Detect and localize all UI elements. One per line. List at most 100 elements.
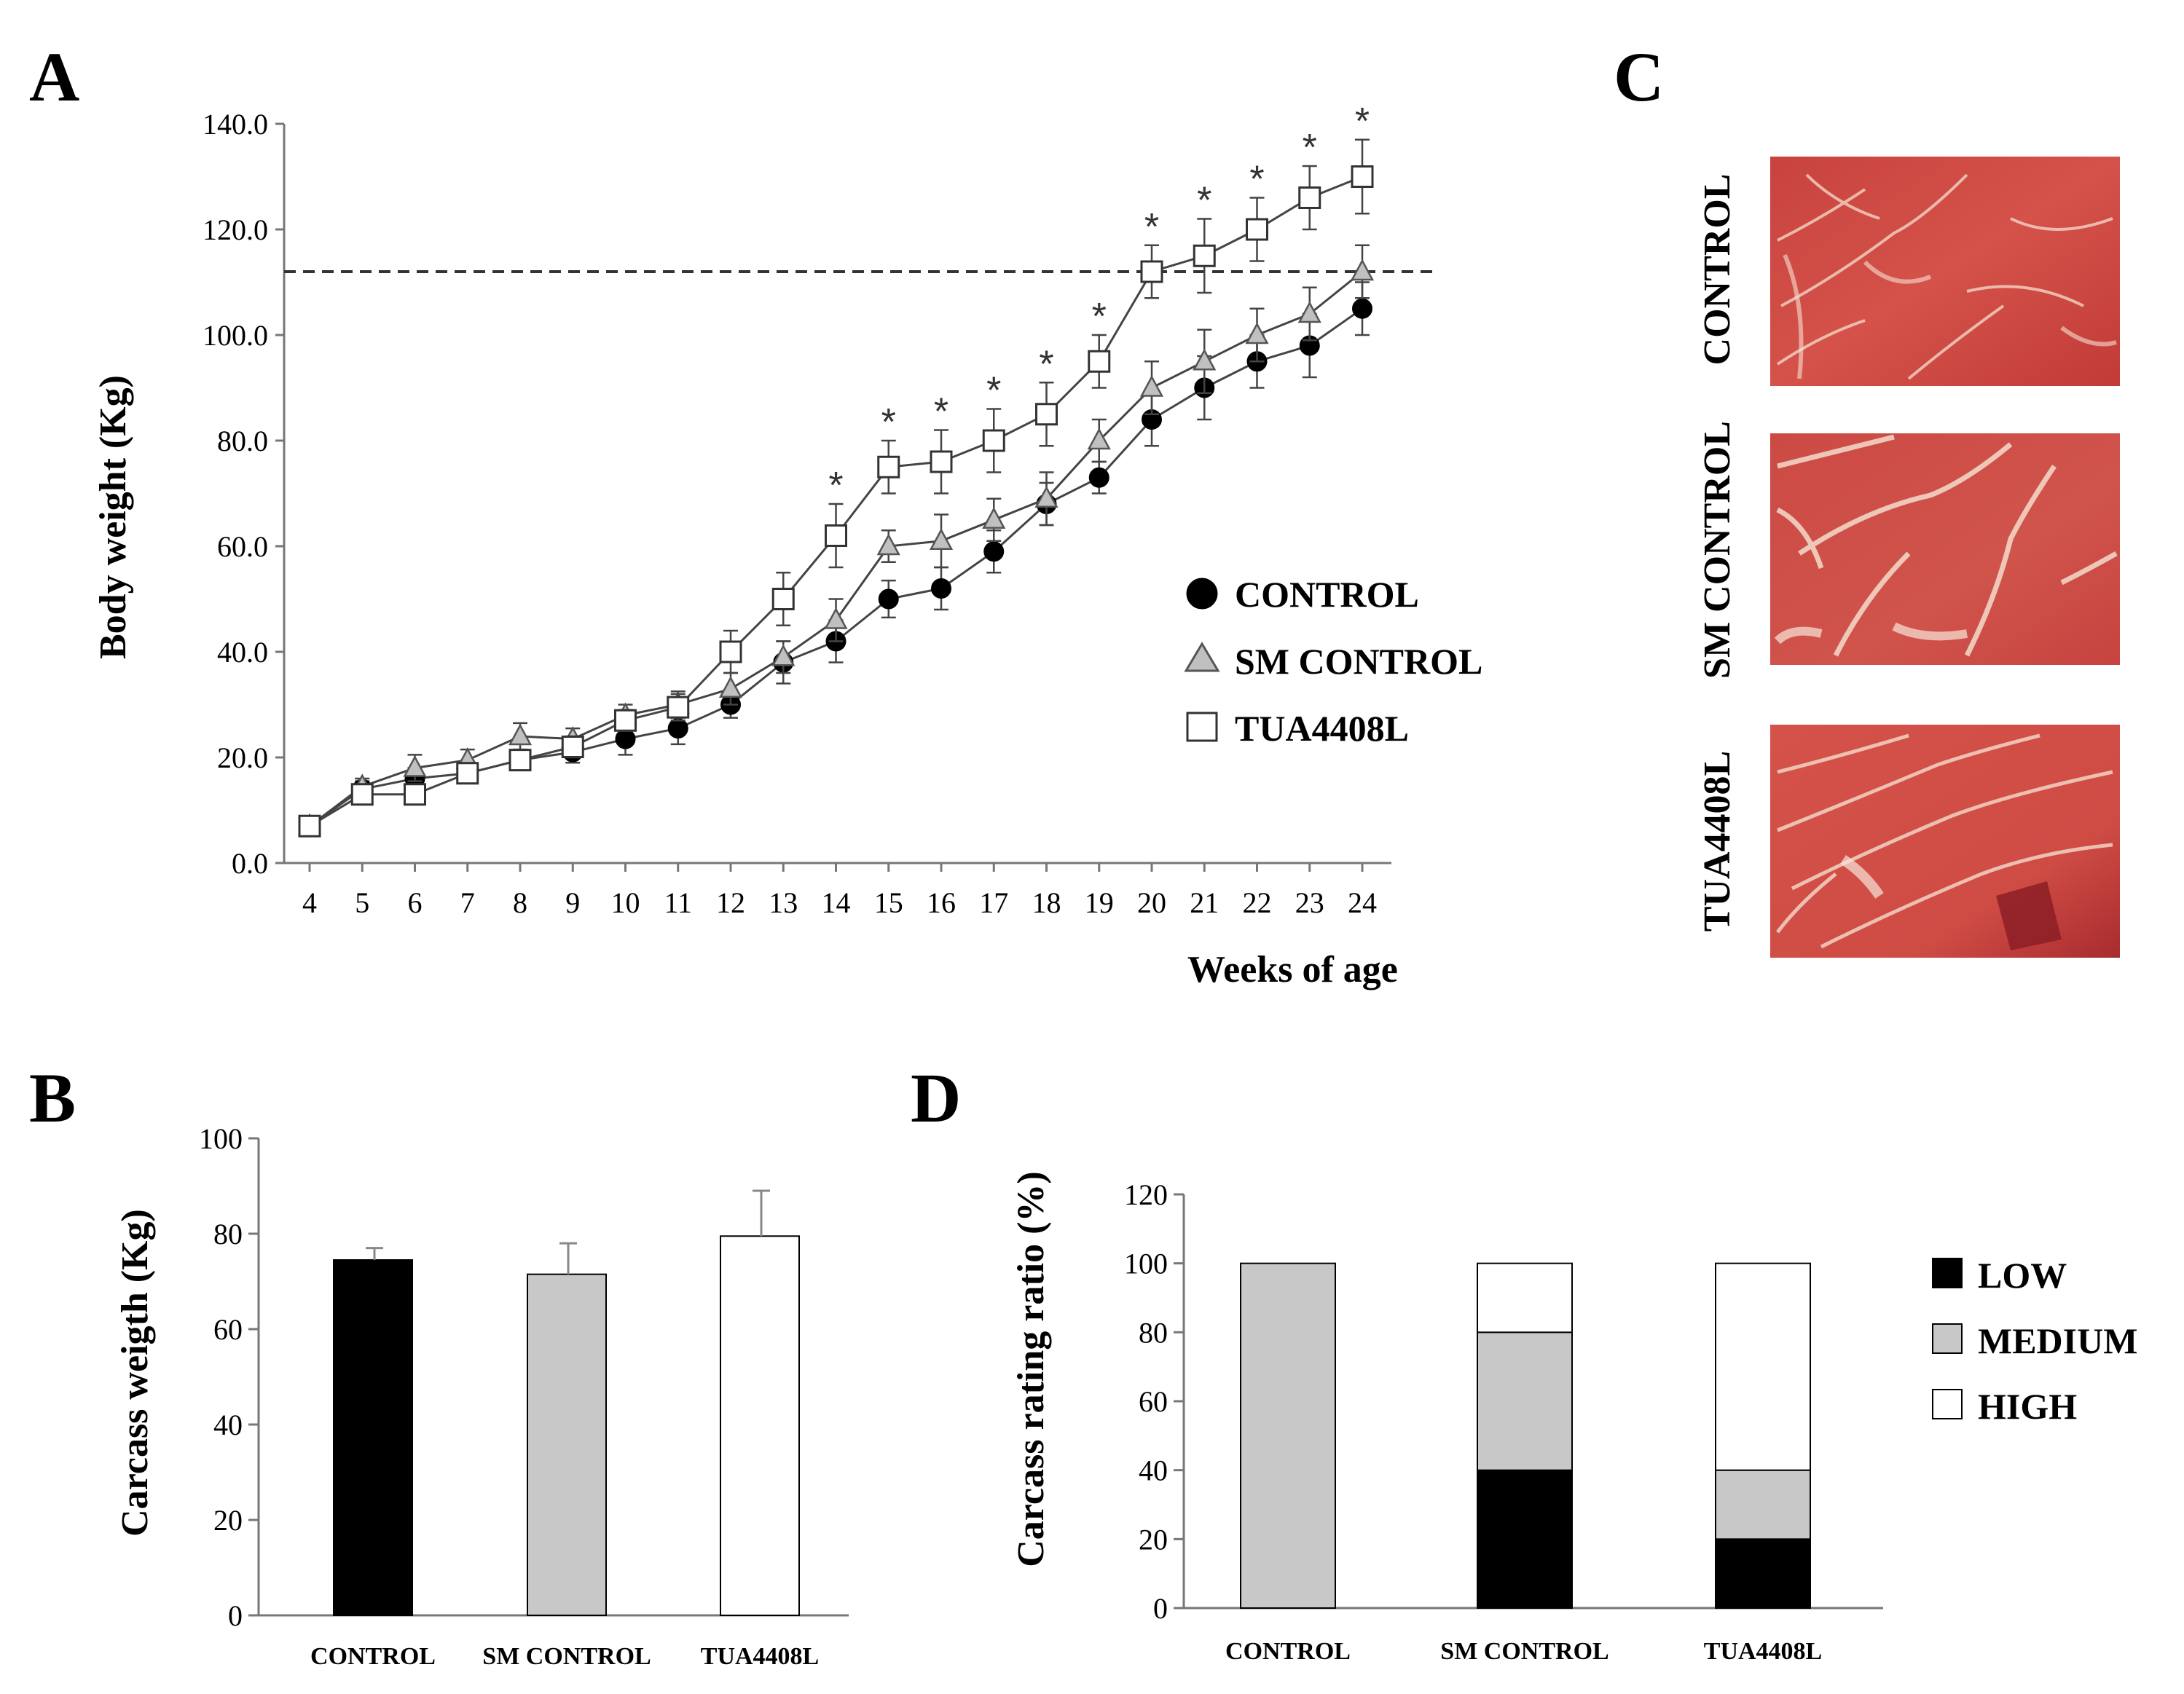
point-sm-control (771, 644, 796, 666)
bar-segment-tua4408l-medium (1715, 1469, 1811, 1540)
chart-d-ytick-label: 80 (1139, 1316, 1168, 1349)
point-tua4408l (456, 762, 479, 785)
point-tua4408l (719, 640, 742, 663)
point-control (615, 728, 636, 749)
chart-d-ytick-label: 60 (1139, 1385, 1168, 1418)
chart-a-xtick-label: 10 (611, 886, 640, 919)
panel-c-meat-photos: CONTROL SM CONTROL TUA4408L (1697, 157, 2120, 958)
category-label-sm-control: SM CONTROL (482, 1643, 651, 1670)
chart-a-ytick-label: 20.0 (217, 741, 268, 774)
chart-d-ytick-label: 20 (1139, 1523, 1168, 1556)
chart-a-ytick-label: 0.0 (232, 847, 268, 880)
chart-a-series (297, 138, 1375, 838)
chart-d-ytick-label: 100 (1124, 1248, 1168, 1280)
legend-high-swatch (1932, 1389, 1963, 1419)
chart-d-ylabel: Carcass rating ratio (%) (1010, 1171, 1052, 1567)
chart-d-ytick-label: 40 (1139, 1454, 1168, 1487)
point-tua4408l (1140, 260, 1163, 283)
point-sm-control (1245, 322, 1269, 344)
point-tua4408l (982, 429, 1005, 452)
significance-star: * (1197, 180, 1211, 222)
chart-b-ytick-label: 0 (228, 1599, 243, 1632)
chart-b-ytick-label: 80 (213, 1218, 243, 1250)
legend-control-label: CONTROL (1235, 574, 1419, 615)
point-tua4408l (614, 709, 637, 732)
category-label-tua4408l: TUA4408L (701, 1643, 819, 1670)
point-tua4408l (1298, 186, 1321, 209)
chart-b-ylabel: Carcass weigth (Kg) (114, 1209, 156, 1537)
point-sm-control (929, 528, 954, 550)
chart-a-xtick-label: 5 (355, 886, 369, 919)
point-tua4408l (1088, 350, 1111, 373)
significance-star: * (1355, 101, 1370, 143)
category-label-control: CONTROL (1225, 1638, 1351, 1665)
chart-d-axes: 0 20 40 60 80 100 120 (1124, 1178, 1883, 1625)
point-tua4408l (561, 736, 584, 758)
point-sm-control (1297, 301, 1321, 323)
bar-tua4408l (720, 1235, 800, 1616)
chart-a-xtick-label: 4 (302, 886, 317, 919)
point-tua4408l (877, 455, 900, 478)
significance-star: * (986, 370, 1001, 412)
chart-a-xtick-label: 12 (716, 886, 745, 919)
category-label-sm-control: SM CONTROL (1440, 1638, 1608, 1665)
significance-star: * (1249, 159, 1264, 201)
legend-control-marker (1186, 578, 1218, 610)
panel-letter-b: B (29, 1059, 76, 1137)
chart-a-xtick-label: 15 (874, 886, 903, 919)
bar-control (333, 1259, 413, 1617)
point-sm-control (1034, 486, 1058, 508)
point-sm-control (508, 723, 533, 746)
chart-b-ytick-label: 40 (213, 1409, 243, 1441)
chart-a-legend: CONTROL SM CONTROL TUA4408L (1184, 574, 1482, 749)
legend-high-label: HIGH (1978, 1386, 2077, 1427)
chart-b-bars: CONTROL SM CONTROL TUA4408L (310, 1189, 819, 1670)
chart-a-xtick-label: 19 (1085, 886, 1114, 919)
chart-d-carcass-rating: 0 20 40 60 80 100 120 CONTROL SM CONTROL TUA4408… (1010, 1171, 2137, 1665)
significance-star: * (1039, 343, 1053, 385)
chart-a-ytick-label: 40.0 (217, 636, 268, 669)
chart-a-xtick-label: 6 (408, 886, 423, 919)
chart-a-ytick-label: 140.0 (203, 108, 268, 141)
category-label-tua4408l: TUA4408L (1704, 1638, 1822, 1665)
point-tua4408l (1351, 165, 1374, 188)
chart-a-xlabel: Weeks of age (1187, 949, 1398, 990)
bar-segment-control-medium (1240, 1262, 1336, 1609)
chart-a-xtick-label: 11 (664, 886, 692, 919)
legend-low-label: LOW (1978, 1255, 2067, 1296)
point-sm-control (1350, 259, 1375, 281)
chart-b-ytick-label: 60 (213, 1313, 243, 1346)
point-tua4408l (930, 450, 953, 473)
photo-control (1770, 157, 2120, 386)
photo-label-tua4408l: TUA4408L (1697, 751, 1738, 931)
photo-tua4408l (1770, 725, 2120, 958)
chart-b-carcass-weight: 0 20 40 60 80 100 CONTROL SM CONTROL TUA4408L C… (114, 1122, 849, 1670)
bar-segment-tua4408l-high (1715, 1262, 1811, 1471)
chart-a-ytick-label: 100.0 (203, 319, 268, 352)
point-control (1352, 298, 1372, 319)
point-tua4408l (298, 814, 321, 838)
chart-a-body-weight: 0.0 20.0 40.0 60.0 80.0 100.0 120.0 140.0 4 5 6 7 8 9… (93, 101, 1482, 990)
chart-a-ylabel: Body weight (Kg) (93, 375, 134, 659)
significance-star: * (1144, 206, 1159, 248)
chart-a-xtick-label: 9 (565, 886, 580, 919)
bar-segment-sm-control-high (1477, 1262, 1573, 1333)
point-sm-control (718, 676, 743, 698)
significance-star: * (1092, 296, 1107, 338)
significance-star: * (881, 401, 896, 444)
point-tua4408l (404, 783, 426, 806)
category-label-control: CONTROL (310, 1643, 436, 1670)
chart-a-xtick-label: 14 (822, 886, 851, 919)
chart-d-bars: CONTROL SM CONTROL TUA4408L (1225, 1262, 1822, 1665)
chart-d-legend: LOW MEDIUM HIGH (1932, 1255, 2137, 1427)
point-tua4408l (350, 783, 374, 806)
point-tua4408l (1035, 403, 1058, 426)
bar-segment-sm-control-medium (1477, 1331, 1573, 1471)
point-tua4408l (771, 588, 795, 610)
point-sm-control (824, 607, 848, 629)
bar-sm-control (527, 1273, 607, 1617)
point-tua4408l (1193, 244, 1216, 267)
series-tua4408l (298, 138, 1374, 838)
chart-a-xtick-label: 20 (1137, 886, 1166, 919)
photo-label-sm-control: SM CONTROL (1697, 421, 1738, 679)
